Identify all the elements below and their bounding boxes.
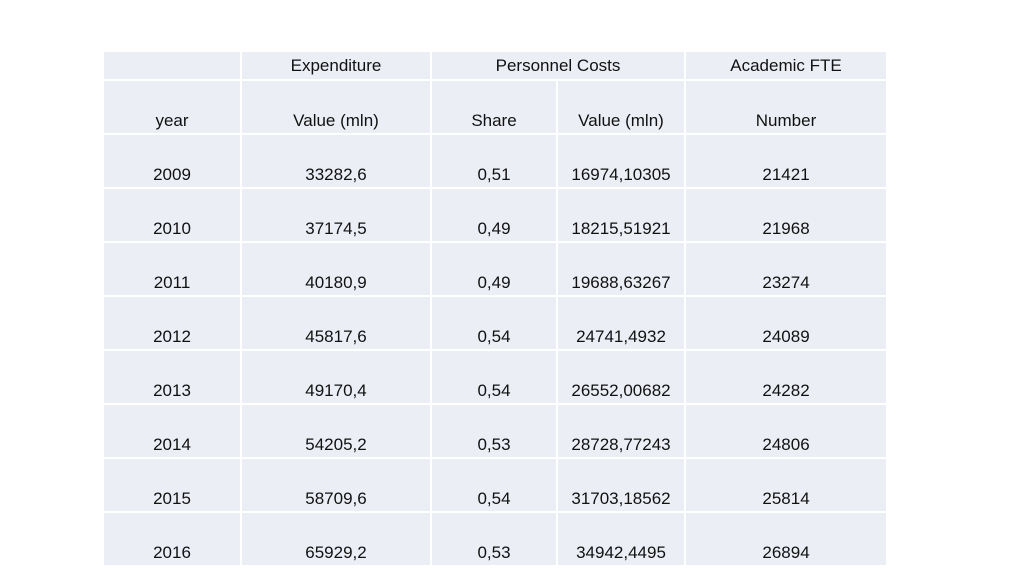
fte-number-cell: 24806 (684, 403, 889, 459)
share-cell: 0,54 (430, 295, 558, 351)
group-header-row: Expenditure Personnel Costs Academic FTE (102, 50, 889, 81)
personnel-value-cell: 31703,18562 (555, 457, 687, 513)
column-header-number: Number (684, 79, 889, 135)
table-row: 2014 54205,2 0,53 28728,77243 24806 (102, 403, 889, 459)
share-cell: 0,53 (430, 403, 558, 459)
year-cell: 2011 (102, 241, 242, 297)
personnel-value-cell: 24741,4932 (555, 295, 687, 351)
fte-number-cell: 21421 (684, 133, 889, 189)
year-cell: 2010 (102, 187, 242, 243)
year-cell: 2014 (102, 403, 242, 459)
group-header-personnel-costs: Personnel Costs (429, 50, 687, 81)
expenditure-value-cell: 40180,9 (240, 241, 432, 297)
table-row: 2011 40180,9 0,49 19688,63267 23274 (102, 241, 889, 297)
year-cell: 2012 (102, 295, 242, 351)
column-header-expenditure-value: Value (mln) (240, 79, 432, 135)
table-row: 2013 49170,4 0,54 26552,00682 24282 (102, 349, 889, 405)
share-cell: 0,49 (430, 241, 558, 297)
year-cell: 2013 (102, 349, 242, 405)
year-cell: 2016 (102, 511, 242, 567)
fte-number-cell: 24089 (684, 295, 889, 351)
expenditure-value-cell: 33282,6 (240, 133, 432, 189)
group-header-academic-fte: Academic FTE (684, 50, 889, 81)
fte-number-cell: 21968 (684, 187, 889, 243)
fte-number-cell: 24282 (684, 349, 889, 405)
personnel-value-cell: 26552,00682 (555, 349, 687, 405)
fte-number-cell: 26894 (684, 511, 889, 567)
expenditure-value-cell: 37174,5 (240, 187, 432, 243)
personnel-value-cell: 28728,77243 (555, 403, 687, 459)
column-header-personnel-value: Value (mln) (555, 79, 687, 135)
group-header-expenditure: Expenditure (240, 50, 432, 81)
personnel-value-cell: 16974,10305 (555, 133, 687, 189)
expenditure-value-cell: 65929,2 (240, 511, 432, 567)
table-row: 2010 37174,5 0,49 18215,51921 21968 (102, 187, 889, 243)
expenditure-value-cell: 49170,4 (240, 349, 432, 405)
group-header-blank (102, 50, 242, 81)
fte-number-cell: 25814 (684, 457, 889, 513)
personnel-value-cell: 19688,63267 (555, 241, 687, 297)
year-cell: 2009 (102, 133, 242, 189)
table-row: 2015 58709,6 0,54 31703,18562 25814 (102, 457, 889, 513)
table-row: 2009 33282,6 0,51 16974,10305 21421 (102, 133, 889, 189)
data-table: Expenditure Personnel Costs Academic FTE… (102, 50, 889, 567)
column-header-year: year (102, 79, 242, 135)
share-cell: 0,53 (430, 511, 558, 567)
personnel-value-cell: 34942,4495 (555, 511, 687, 567)
column-header-row: year Value (mln) Share Value (mln) Numbe… (102, 79, 889, 135)
share-cell: 0,51 (430, 133, 558, 189)
share-cell: 0,54 (430, 457, 558, 513)
expenditure-value-cell: 58709,6 (240, 457, 432, 513)
expenditure-value-cell: 54205,2 (240, 403, 432, 459)
year-cell: 2015 (102, 457, 242, 513)
table-row: 2012 45817,6 0,54 24741,4932 24089 (102, 295, 889, 351)
column-header-share: Share (430, 79, 558, 135)
expenditure-value-cell: 45817,6 (240, 295, 432, 351)
personnel-value-cell: 18215,51921 (555, 187, 687, 243)
fte-number-cell: 23274 (684, 241, 889, 297)
share-cell: 0,49 (430, 187, 558, 243)
table-row: 2016 65929,2 0,53 34942,4495 26894 (102, 511, 889, 567)
share-cell: 0,54 (430, 349, 558, 405)
